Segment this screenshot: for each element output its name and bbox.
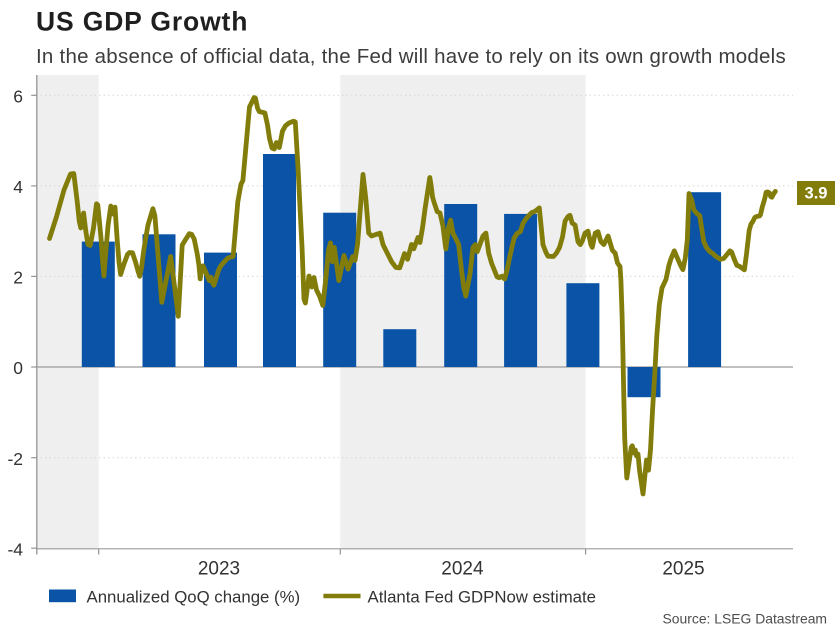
svg-text:-4: -4	[7, 539, 23, 559]
svg-text:2: 2	[13, 268, 23, 288]
svg-text:-2: -2	[7, 449, 23, 469]
svg-text:2024: 2024	[441, 559, 484, 580]
svg-text:US GDP Growth: US GDP Growth	[36, 7, 248, 37]
svg-text:Atlanta Fed GDPNow estimate: Atlanta Fed GDPNow estimate	[368, 588, 597, 607]
svg-text:0: 0	[13, 358, 23, 378]
svg-text:2025: 2025	[662, 559, 704, 580]
svg-text:In the absence of official dat: In the absence of official data, the Fed…	[36, 45, 786, 68]
svg-text:2023: 2023	[198, 559, 240, 580]
svg-text:6: 6	[13, 86, 23, 106]
svg-text:4: 4	[13, 177, 23, 197]
svg-text:3.9: 3.9	[805, 185, 828, 203]
svg-text:Source: LSEG Datastream: Source: LSEG Datastream	[663, 611, 827, 627]
svg-text:Annualized QoQ change (%): Annualized QoQ change (%)	[87, 588, 301, 607]
